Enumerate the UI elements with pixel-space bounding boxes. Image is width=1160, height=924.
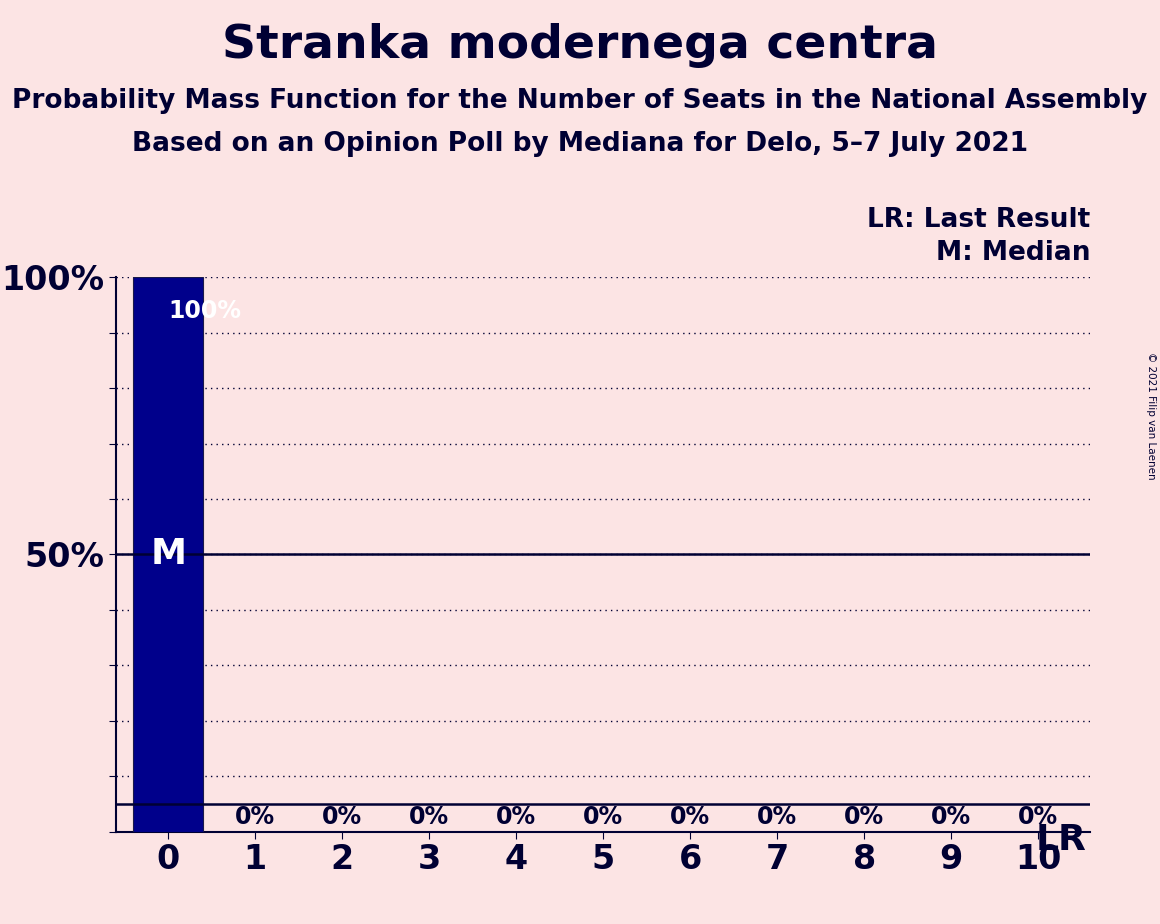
Text: Based on an Opinion Poll by Mediana for Delo, 5–7 July 2021: Based on an Opinion Poll by Mediana for … xyxy=(132,131,1028,157)
Text: LR: Last Result: LR: Last Result xyxy=(868,207,1090,233)
Text: 0%: 0% xyxy=(670,805,710,829)
Text: LR: LR xyxy=(1035,823,1086,857)
Bar xyxy=(133,277,203,832)
Text: 100%: 100% xyxy=(168,299,241,323)
Text: 0%: 0% xyxy=(235,805,275,829)
Text: 0%: 0% xyxy=(496,805,536,829)
Text: 0%: 0% xyxy=(583,805,623,829)
Text: Probability Mass Function for the Number of Seats in the National Assembly: Probability Mass Function for the Number… xyxy=(13,88,1147,114)
Text: © 2021 Filip van Laenen: © 2021 Filip van Laenen xyxy=(1146,352,1155,480)
Text: M: M xyxy=(150,538,187,571)
Text: Stranka modernega centra: Stranka modernega centra xyxy=(222,23,938,68)
Text: M: Median: M: Median xyxy=(936,240,1090,266)
Text: 0%: 0% xyxy=(322,805,362,829)
Text: 0%: 0% xyxy=(409,805,449,829)
Text: 0%: 0% xyxy=(931,805,971,829)
Text: 0%: 0% xyxy=(844,805,884,829)
Text: 0%: 0% xyxy=(757,805,797,829)
Text: 0%: 0% xyxy=(1018,805,1058,829)
